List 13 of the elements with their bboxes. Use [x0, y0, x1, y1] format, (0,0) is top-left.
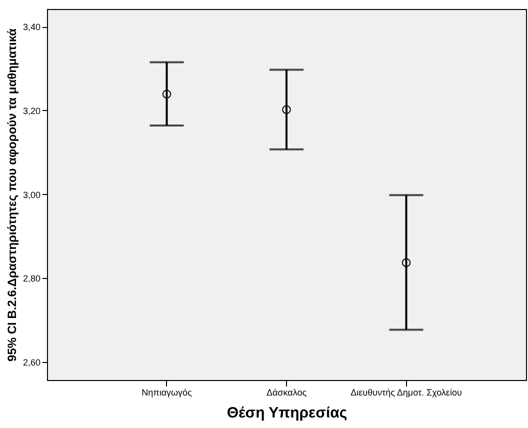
x-tick-label: Νηπιαγωγός — [142, 388, 193, 398]
y-tick-label: 2,60 — [22, 357, 40, 368]
x-tick-label: Διευθυντής Δημοτ. Σχολείου — [350, 388, 462, 398]
x-axis-title: Θέση Υπηρεσίας — [226, 404, 348, 422]
point — [282, 105, 291, 114]
y-tick-label: 3,20 — [22, 106, 40, 116]
y-tick-label: 3,00 — [22, 190, 40, 200]
y-tick-label: 3,40 — [22, 22, 40, 32]
x-tick-label: Δάσκαλος — [266, 388, 308, 398]
y-axis-title: 95% CI Β.2.6.Δραστηριότητες που αφορούν τα μαθηματικά — [4, 28, 19, 362]
point — [162, 90, 172, 98]
point — [402, 258, 411, 267]
y-tick-label: 2,80 — [22, 274, 40, 284]
